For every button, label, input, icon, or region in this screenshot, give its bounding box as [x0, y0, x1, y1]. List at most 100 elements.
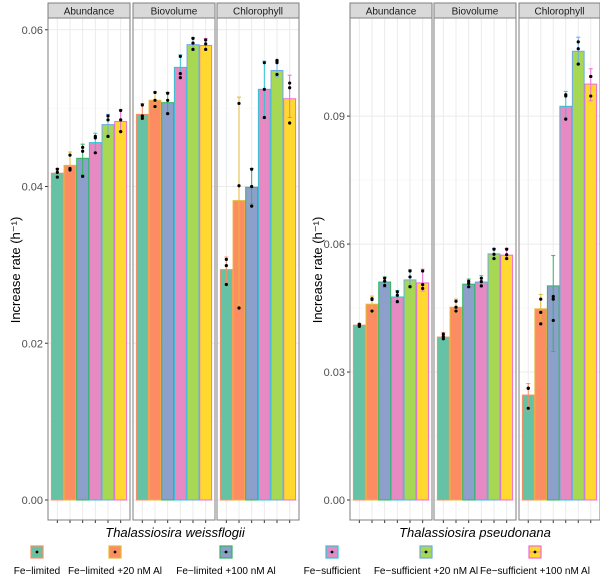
- data-point: [589, 94, 593, 98]
- data-point: [262, 61, 266, 65]
- data-point: [55, 167, 59, 171]
- data-point: [421, 269, 425, 273]
- facet-panel-chlorophyll: Chlorophyll: [216, 2, 300, 523]
- facet-panel-abundance: Abundance: [349, 2, 433, 523]
- data-point: [421, 282, 425, 287]
- data-point: [492, 256, 496, 261]
- bar: [88, 142, 102, 501]
- facet-strip-label: Biovolume: [452, 7, 499, 18]
- data-point: [140, 103, 144, 107]
- bar: [148, 99, 162, 501]
- data-point: [81, 174, 85, 178]
- y-axis-title: Increase rate (h⁻¹): [310, 217, 325, 324]
- facet-panel-abundance: Abundance: [47, 2, 131, 523]
- data-point: [395, 293, 399, 297]
- data-point: [526, 386, 530, 390]
- bar: [474, 281, 488, 501]
- data-point: [250, 204, 254, 208]
- facet-strip: [518, 2, 600, 19]
- data-point: [237, 306, 241, 310]
- data-point: [275, 58, 279, 62]
- data-point: [441, 332, 445, 336]
- data-point: [370, 309, 374, 313]
- data-point: [370, 297, 374, 301]
- facet-strip-label: Chlorophyll: [534, 7, 584, 18]
- data-point: [551, 297, 555, 301]
- bar: [199, 44, 213, 501]
- legend-item: Fe−limited +20 nM Al: [68, 545, 162, 577]
- data-point: [383, 276, 387, 280]
- data-point: [262, 115, 266, 120]
- data-point: [153, 104, 157, 109]
- legend-label: Fe−sufficient +20 nM Al: [374, 566, 478, 577]
- data-point: [383, 279, 387, 283]
- bar: [534, 308, 548, 501]
- y-tick-label: 0.00: [22, 495, 43, 507]
- legend-key-point: [330, 550, 334, 554]
- y-tick-label: 0.03: [324, 367, 345, 379]
- data-point: [467, 285, 471, 289]
- data-point: [153, 90, 157, 95]
- data-point: [68, 166, 72, 171]
- legend-item: Fe−limited +100 nM Al: [176, 545, 276, 577]
- bar: [173, 66, 187, 501]
- bar: [584, 83, 598, 501]
- bar: [245, 186, 259, 501]
- bar: [487, 253, 501, 501]
- facet-strip: [216, 2, 300, 19]
- facet-strip-label: Biovolume: [151, 7, 198, 18]
- bar: [219, 269, 233, 501]
- data-point: [237, 184, 241, 188]
- bar: [270, 70, 284, 501]
- data-point: [492, 252, 496, 256]
- y-tick-label: 0.00: [324, 495, 345, 507]
- data-point: [288, 81, 292, 85]
- data-point: [275, 61, 279, 65]
- data-point: [454, 299, 458, 303]
- data-point: [166, 91, 170, 95]
- data-point: [237, 101, 241, 106]
- data-point: [166, 112, 170, 116]
- data-point: [408, 285, 412, 289]
- data-point: [81, 149, 85, 153]
- bar: [135, 113, 149, 501]
- bar: [161, 102, 175, 501]
- data-point: [55, 170, 59, 174]
- facet-strip: [132, 2, 216, 19]
- bar: [257, 88, 271, 501]
- bar: [559, 105, 573, 501]
- data-point: [119, 118, 123, 122]
- legend-key-point: [424, 550, 428, 554]
- y-tick-label: 0.06: [22, 25, 43, 37]
- legend-key-point: [224, 550, 228, 554]
- data-point: [166, 98, 170, 102]
- data-point: [576, 40, 580, 44]
- y-tick-label: 0.06: [324, 239, 345, 251]
- data-point: [178, 75, 182, 80]
- data-point: [395, 290, 399, 294]
- data-point: [551, 294, 555, 299]
- data-point: [589, 74, 593, 79]
- data-point: [479, 280, 483, 284]
- data-point: [81, 145, 85, 149]
- data-point: [395, 300, 399, 304]
- data-point: [140, 116, 144, 120]
- data-point: [93, 134, 97, 138]
- legend-item: Fe−sufficient +100 nM Al: [480, 545, 590, 577]
- y-axis-title: Increase rate (h⁻¹): [8, 217, 23, 324]
- facet-strip-label: Chlorophyll: [233, 7, 283, 18]
- data-point: [479, 276, 483, 280]
- data-point: [288, 86, 292, 90]
- bar: [449, 306, 463, 501]
- data-point: [250, 184, 254, 189]
- facet-panel-biovolume: Biovolume: [433, 2, 517, 523]
- bar: [365, 303, 379, 501]
- legend-item: Fe−limited: [14, 545, 60, 577]
- data-point: [564, 93, 568, 97]
- facet-panel-chlorophyll: Chlorophyll: [518, 2, 600, 523]
- data-point: [505, 256, 509, 261]
- data-point: [250, 167, 254, 171]
- data-point: [106, 134, 110, 138]
- data-point: [191, 41, 195, 45]
